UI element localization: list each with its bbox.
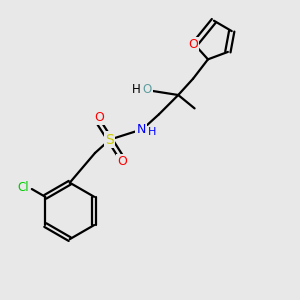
Text: O: O — [142, 82, 152, 96]
Text: O: O — [188, 38, 198, 51]
Text: S: S — [106, 133, 114, 147]
Text: O: O — [94, 111, 104, 124]
Text: O: O — [117, 155, 127, 168]
Text: H: H — [148, 127, 157, 136]
Text: Cl: Cl — [17, 181, 29, 194]
Text: H: H — [132, 82, 141, 96]
Text: N: N — [136, 123, 146, 136]
